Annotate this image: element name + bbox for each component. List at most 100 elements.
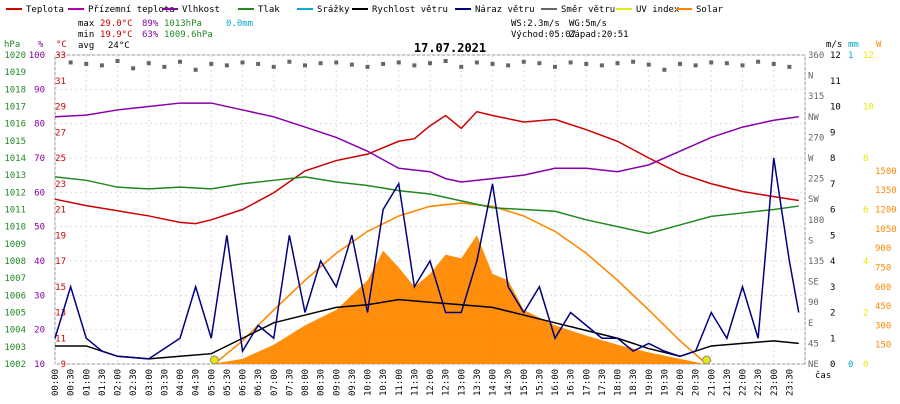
wind-direction-point [787,64,792,69]
wind-direction-point [412,63,417,68]
wind-direction-point [115,59,120,63]
stat-value: WS:2.3m/s [511,19,560,29]
x-tick: 20:30 [692,369,702,396]
direction-tick: 180 [808,216,824,226]
solar-tick: 450 [875,302,891,312]
x-tick: 16:30 [567,369,577,396]
humidity-tick: 20 [34,326,45,336]
solar-tick: 900 [875,244,891,254]
temperature-tick: 29 [55,103,66,113]
stat-label: avg [78,41,94,51]
x-tick: 14:00 [489,369,499,396]
chart-title: 17.07.2021 [414,41,486,55]
wind-direction-point [709,60,714,65]
x-tick: 01:30 [98,369,108,396]
wind-direction-point [162,64,167,69]
pressure-tick: 1015 [4,137,26,147]
x-tick: 15:00 [520,369,530,396]
wind-direction-point [584,61,589,66]
x-tick: 23:30 [785,369,795,396]
direction-tick: 270 [808,133,824,143]
wind-tick: 2 [830,309,835,319]
solar-tick: 1500 [875,167,897,177]
series-humidity [54,102,799,183]
x-tick: 12:30 [442,369,452,396]
wind-tick: 7 [830,180,835,190]
x-tick: 20:00 [676,369,686,396]
pressure-tick: 1007 [4,274,26,284]
temperature-tick: 13 [55,309,66,319]
wind-direction-point [224,63,229,68]
wind-direction-point [131,66,136,71]
unit-label: W [876,40,882,50]
wind-direction-point [256,61,261,66]
x-tick: 17:30 [598,369,608,396]
uv-tick: 6 [863,206,868,216]
series-solar-curve [213,202,708,365]
wind-direction-point [287,59,292,64]
x-tick: 08:00 [301,369,311,396]
wind-tick: 12 [830,51,841,61]
wind-tick: 3 [830,283,835,293]
legend-label: Vlhkost [182,5,220,15]
direction-tick: NE [808,360,819,370]
x-tick: 19:30 [660,369,670,396]
wind-direction-point [365,64,370,69]
direction-tick: N [808,72,813,82]
wind-direction-point [381,61,386,66]
direction-tick: 135 [808,257,824,267]
uv-tick: 8 [863,154,868,164]
x-tick: 02:30 [129,369,139,396]
legend-label: UV index [636,5,680,15]
x-tick: 15:30 [535,369,545,396]
direction-tick: E [808,319,813,329]
wind-direction-point [631,59,636,64]
uv-marker [702,355,712,365]
x-tick: 08:30 [317,369,327,396]
stat-label: max [78,19,95,29]
stat-value: 1009.6hPa [164,30,213,40]
direction-tick: SW [808,195,819,205]
wind-direction-point [428,61,432,66]
wind-tick: 0 [830,360,835,370]
unit-label: % [38,40,44,50]
series-temperature [54,110,799,225]
wind-direction-point [443,59,448,63]
pressure-tick: 1006 [4,291,26,301]
pressure-tick: 1005 [4,309,26,319]
solar-tick: 300 [875,321,891,331]
wind-direction-point [193,67,198,72]
uv-tick: 2 [863,309,868,319]
x-tick: 05:00 [207,369,217,396]
x-tick: 09:00 [332,369,342,396]
temperature-tick: 19 [55,231,66,241]
uv-tick: 10 [863,103,874,113]
stat-value: WG:5m/s [569,19,607,29]
x-tick: 18:30 [629,369,639,396]
stat-value: 63% [142,30,159,40]
x-tick: 22:00 [739,369,749,396]
x-tick: 17:00 [582,369,592,396]
wind-direction-point [303,63,307,68]
solar-tick: 1350 [875,186,897,196]
legend-label: Směr větru [561,5,615,15]
wind-tick: 1 [830,334,835,344]
series-wind-gust [54,157,800,360]
wind-direction-point [740,63,745,68]
legend-label: Přízemní teplota [88,5,175,15]
legend-label: Rychlost větru [372,5,448,15]
pressure-tick: 1002 [4,360,26,370]
wind-direction-point [84,61,89,66]
temperature-tick: 9 [61,360,66,370]
x-tick: 06:30 [254,369,264,396]
wind-direction-point [724,61,729,66]
wind-direction-point [396,60,401,65]
uv-tick: 4 [863,257,868,267]
x-tick: 14:30 [504,369,514,396]
pressure-tick: 1018 [4,85,26,95]
pressure-tick: 1019 [4,68,26,78]
wind-direction-point [349,62,354,67]
uv-tick: 12 [863,51,874,61]
